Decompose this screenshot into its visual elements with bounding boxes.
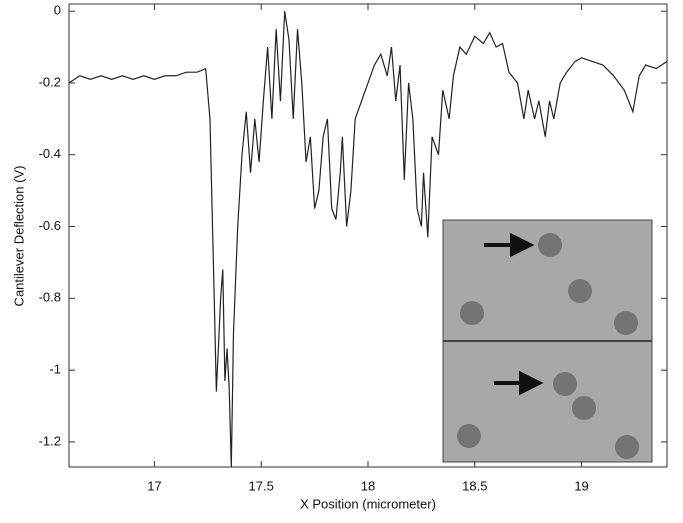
x-tick-label: 18 (361, 478, 375, 493)
x-axis-label: X Position (micrometer) (300, 496, 436, 511)
x-tick-label: 17 (147, 478, 161, 493)
y-tick-label: -1.2 (39, 433, 61, 448)
inset-image (442, 219, 653, 463)
data-line (68, 11, 668, 468)
y-tick-label: -0.6 (39, 218, 61, 233)
y-tick-label: 0 (54, 3, 61, 18)
x-tick-label: 19 (574, 478, 588, 493)
y-tick-label: -1 (49, 362, 61, 377)
x-tick-label: 18.5 (462, 478, 487, 493)
x-tick-label: 17.5 (249, 478, 274, 493)
y-axis-label: Cantilever Deflection (V) (11, 166, 26, 307)
y-tick-label: -0.2 (39, 74, 61, 89)
y-tick-label: -0.8 (39, 290, 61, 305)
y-tick-label: -0.4 (39, 146, 61, 161)
